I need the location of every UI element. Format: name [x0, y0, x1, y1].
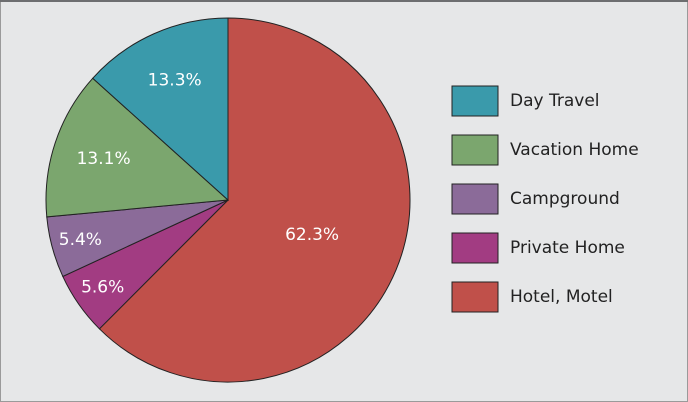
pie-slice	[91, 17, 229, 202]
legend-swatch	[451, 183, 499, 215]
legend-swatch	[451, 281, 499, 313]
legend-label: Vacation Home	[510, 140, 639, 160]
slice-label: 13.3%	[148, 70, 202, 90]
slice-label: 5.4%	[59, 230, 102, 250]
legend-swatch	[451, 232, 499, 264]
legend-label: Campground	[510, 189, 620, 209]
legend-swatch	[451, 134, 499, 166]
legend-swatch	[451, 85, 499, 117]
pie-slice	[98, 17, 411, 383]
slice-label: 13.1%	[77, 149, 131, 169]
slice-label: 5.6%	[81, 278, 124, 298]
legend-label: Private Home	[510, 238, 625, 258]
slice-label: 62.3%	[285, 225, 339, 245]
legend-label: Hotel, Motel	[510, 287, 613, 307]
pie-slice	[45, 77, 230, 218]
legend-label: Day Travel	[510, 91, 600, 111]
